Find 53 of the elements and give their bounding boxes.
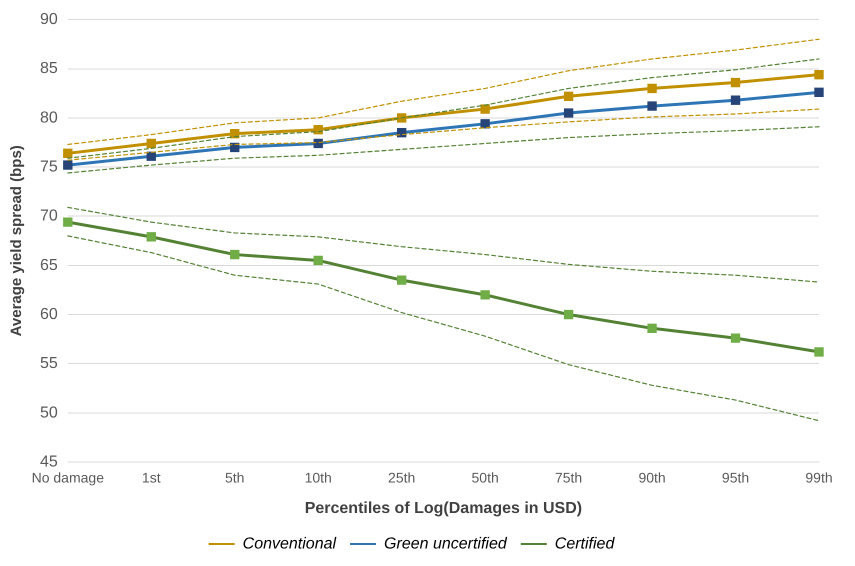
- point: [480, 290, 490, 300]
- point: [146, 138, 156, 148]
- point: [314, 256, 323, 266]
- point: [647, 84, 657, 94]
- line-series: [67, 126, 820, 174]
- x-tick-label: 90th: [638, 469, 666, 486]
- y-tick-label: 80: [40, 109, 58, 126]
- legend-label: Green uncertified: [384, 535, 508, 552]
- point: [730, 333, 740, 343]
- y-tick-label: 65: [40, 256, 58, 274]
- point: [730, 96, 740, 105]
- point: [730, 78, 740, 88]
- y-tick-label: 85: [40, 60, 58, 78]
- point: [396, 275, 406, 285]
- y-tick-label: 70: [40, 208, 58, 225]
- point: [146, 232, 156, 242]
- x-tick-label: 75th: [554, 469, 582, 486]
- y-tick-label: 55: [40, 355, 58, 372]
- point: [814, 88, 824, 98]
- legend-label: Conventional: [242, 535, 336, 552]
- point: [63, 160, 72, 170]
- point: [647, 324, 657, 333]
- point: [63, 148, 72, 158]
- line-series: [67, 206, 820, 283]
- x-tick-label: 25th: [388, 469, 416, 486]
- point: [564, 108, 574, 118]
- point: [647, 101, 657, 111]
- x-tick-label: No damage: [32, 469, 104, 486]
- point: [564, 310, 574, 320]
- x-tick-label: 99th: [805, 469, 833, 486]
- line-series: [67, 38, 820, 146]
- x-tick-label: 1st: [142, 469, 161, 486]
- line-series: [67, 235, 820, 422]
- y-tick-label: 90: [40, 11, 58, 28]
- x-tick-label: 50th: [472, 469, 499, 486]
- x-tick-label: 95th: [722, 469, 750, 486]
- y-axis-title: Average yield spread (bps): [8, 145, 26, 336]
- point: [564, 92, 574, 101]
- point: [230, 250, 240, 260]
- x-axis-title: Percentiles of Log(Damages in USD): [304, 500, 582, 517]
- x-tick-label: 5th: [224, 469, 244, 486]
- point: [480, 104, 490, 114]
- y-tick-label: 60: [40, 306, 58, 323]
- x-tick-label: 10th: [304, 469, 332, 486]
- point: [63, 217, 72, 227]
- y-tick-label: 45: [40, 453, 58, 470]
- point: [814, 70, 824, 80]
- point: [146, 152, 156, 161]
- y-tick-label: 50: [40, 404, 58, 422]
- point: [814, 347, 824, 357]
- legend-label: Certified: [554, 535, 616, 552]
- y-tick-label: 75: [40, 158, 58, 176]
- point: [480, 119, 490, 128]
